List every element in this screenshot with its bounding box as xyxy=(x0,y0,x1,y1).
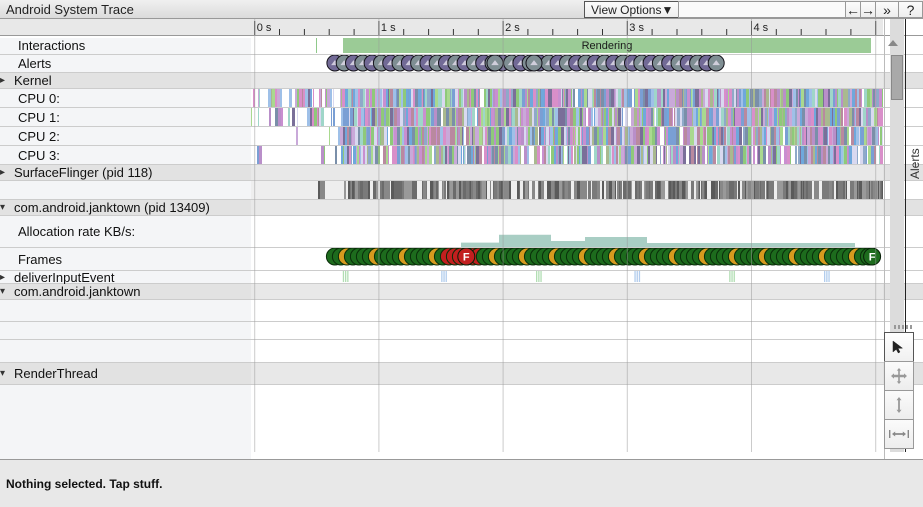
svg-text:F: F xyxy=(869,252,876,264)
svg-text:1 s: 1 s xyxy=(381,22,396,34)
svg-text:3 s: 3 s xyxy=(629,22,644,34)
svg-text:2 s: 2 s xyxy=(505,22,520,34)
svg-text:F: F xyxy=(463,252,470,264)
svg-text:4 s: 4 s xyxy=(754,22,769,34)
svg-text:0 s: 0 s xyxy=(257,22,272,34)
